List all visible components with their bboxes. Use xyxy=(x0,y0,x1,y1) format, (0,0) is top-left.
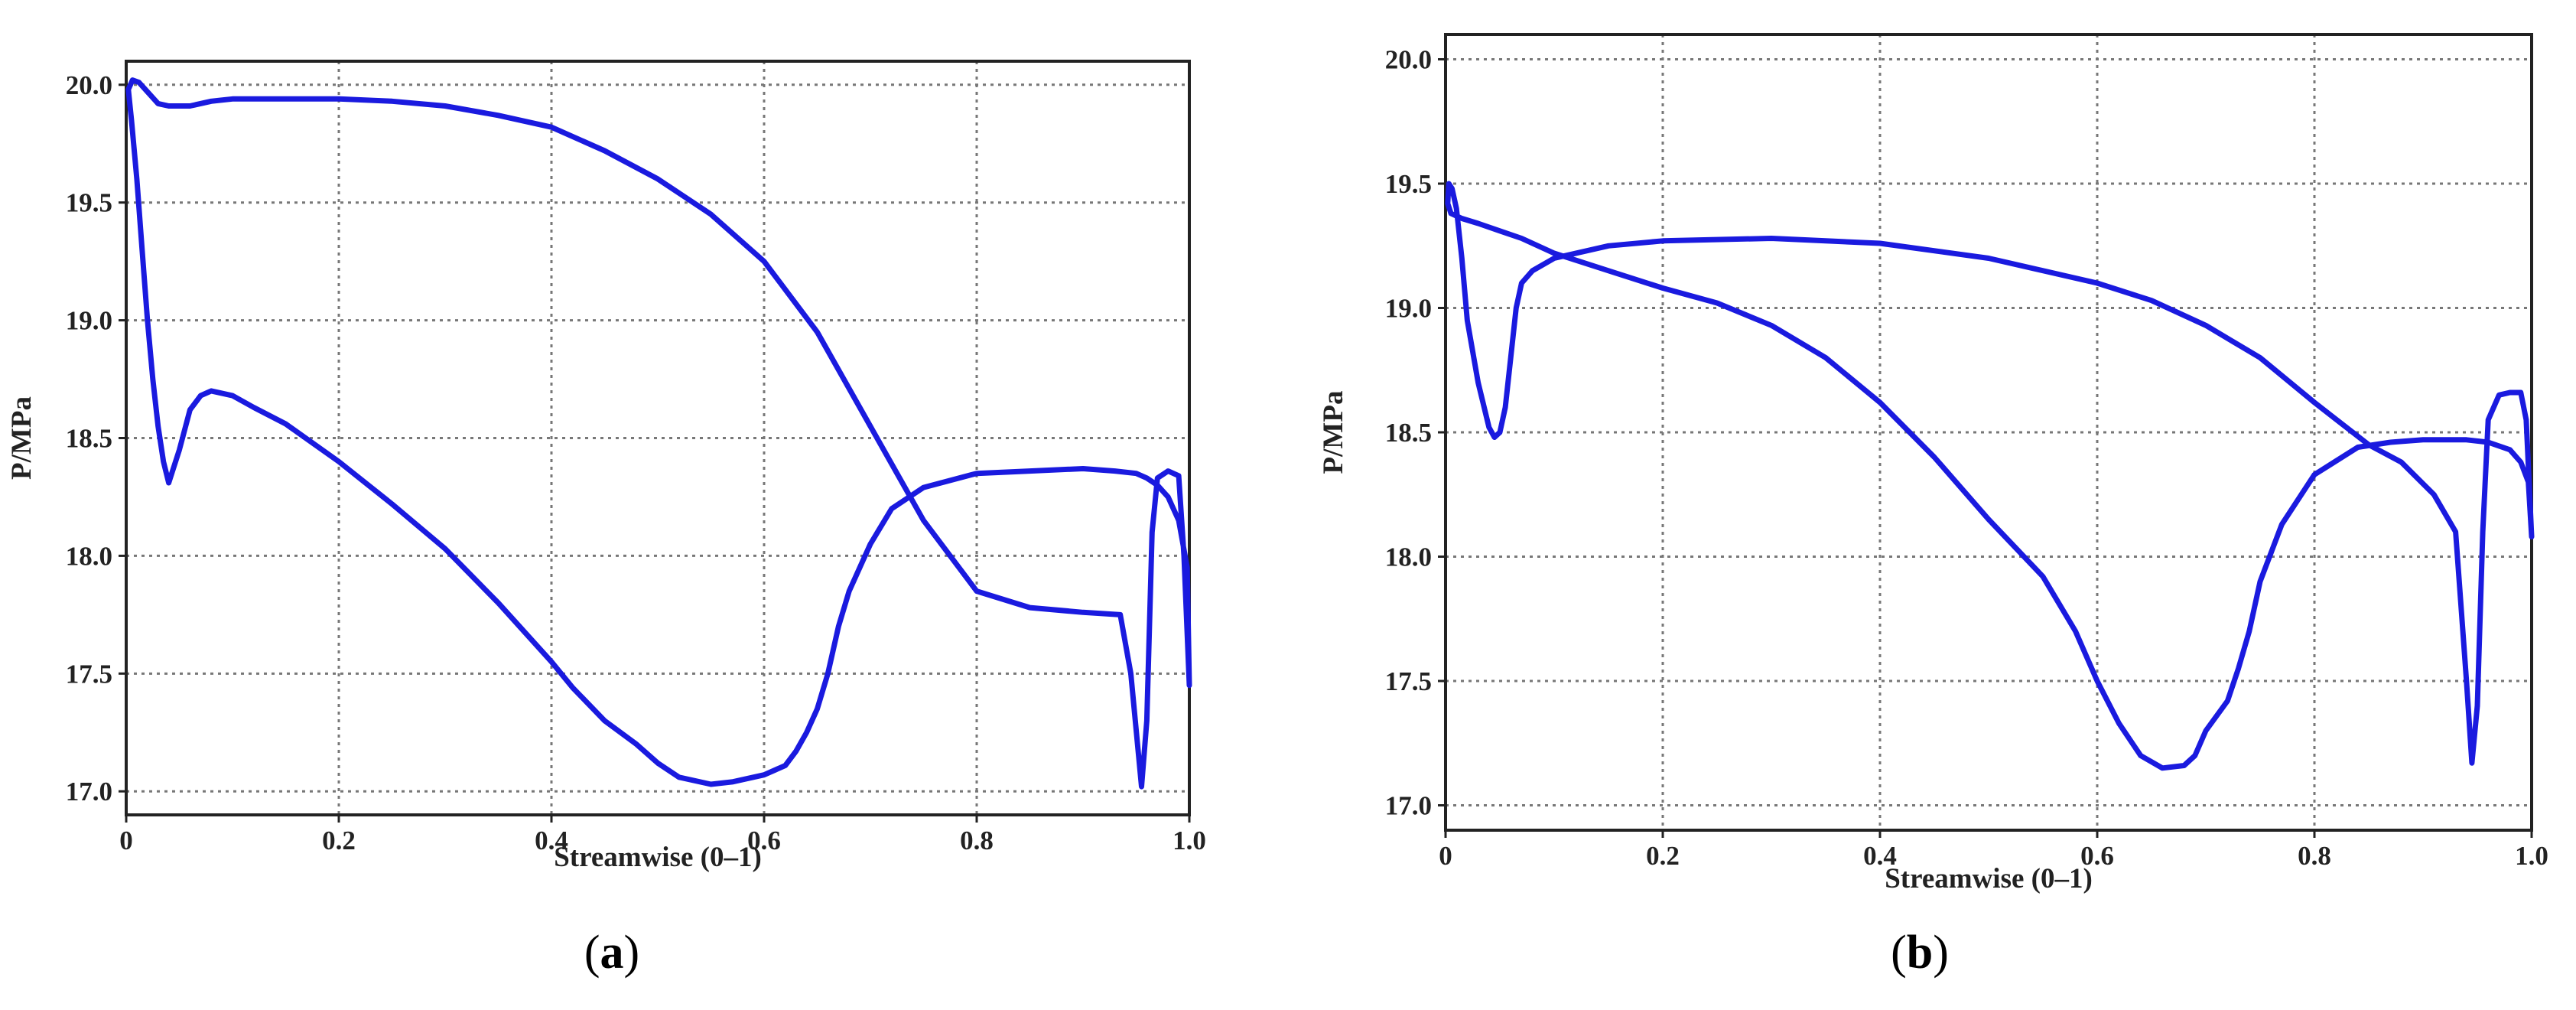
x-tick-label: 0.2 xyxy=(1646,841,1680,871)
y-tick-label: 18.0 xyxy=(1385,542,1432,572)
x-tick-label: 0.2 xyxy=(322,826,356,855)
y-tick-label: 17.0 xyxy=(66,777,112,806)
y-tick-label: 18.0 xyxy=(66,541,112,571)
x-tick-label: 0.4 xyxy=(1863,841,1897,871)
y-tick-label: 17.5 xyxy=(66,659,112,689)
x-axis-label-a: Streamwise (0–1) xyxy=(554,842,762,873)
panel-label-a: (a) xyxy=(584,927,639,979)
y-axis-label-a: P/MPa xyxy=(6,396,37,480)
series-group-a xyxy=(125,77,1192,790)
series-group-b xyxy=(1445,181,2535,771)
y-tick-label: 19.5 xyxy=(1385,169,1432,199)
y-tick-label: 17.5 xyxy=(1385,666,1432,696)
pressure-curve-b xyxy=(1445,181,2535,771)
grid-a xyxy=(126,61,1189,815)
y-tick-label: 17.0 xyxy=(1385,791,1432,821)
x-tick-label: 0.8 xyxy=(2298,841,2331,871)
x-tick-label: 0 xyxy=(1439,841,1452,871)
x-tick-label: 0.8 xyxy=(960,826,994,855)
y-tick-label: 19.5 xyxy=(66,188,112,218)
panel-label-letter-a: a xyxy=(600,927,624,979)
panel-label-b: (b) xyxy=(1891,927,1949,979)
y-tick-label: 20.0 xyxy=(1385,45,1432,75)
x-tick-label: 1.0 xyxy=(1173,826,1206,855)
y-tick-label: 18.5 xyxy=(66,424,112,454)
x-tick-label: 0.6 xyxy=(747,826,781,855)
panel-label-letter-b: b xyxy=(1907,927,1933,979)
x-tick-label: 0 xyxy=(119,826,133,855)
x-tick-label: 0.4 xyxy=(535,826,568,855)
y-tick-label: 20.0 xyxy=(66,70,112,100)
ticks-b: 0 0.2 0.4 0.6 0.8 1.0 17.0 17.5 18.0 18.5 19.0 19.5… xyxy=(1385,45,2548,872)
x-tick-label: 0.6 xyxy=(2080,841,2114,871)
chart-panel-a: 0 0.2 0.4 0.6 0.8 1.0 17.0 17.5 18.0 18.5 19.0 19.5… xyxy=(6,60,1206,979)
x-axis-label-b: Streamwise (0–1) xyxy=(1885,863,2093,894)
y-axis-label-b: P/MPa xyxy=(1318,391,1349,474)
grid-b xyxy=(1446,34,2532,830)
x-tick-label: 1.0 xyxy=(2515,841,2548,871)
y-tick-label: 19.0 xyxy=(1385,294,1432,324)
pressure-curve-a xyxy=(125,77,1192,790)
ticks-a: 0 0.2 0.4 0.6 0.8 1.0 17.0 17.5 18.0 18.5 19.0 19.5… xyxy=(66,70,1206,855)
y-tick-label: 19.0 xyxy=(66,306,112,336)
y-tick-label: 18.5 xyxy=(1385,418,1432,448)
chart-panel-b: 0 0.2 0.4 0.6 0.8 1.0 17.0 17.5 18.0 18.5 19.0 19.5… xyxy=(1318,33,2548,979)
